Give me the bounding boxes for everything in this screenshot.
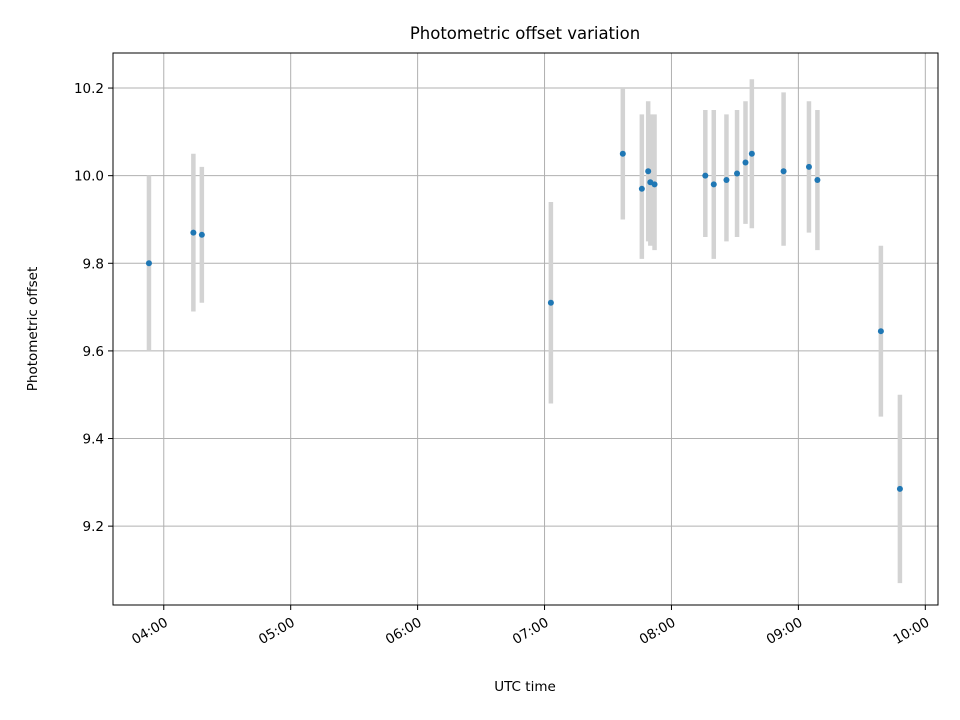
- data-point: [645, 168, 652, 175]
- y-tick-label: 10.0: [74, 169, 104, 185]
- data-point: [547, 299, 554, 306]
- data-point: [734, 170, 741, 177]
- data-point: [702, 172, 709, 179]
- data-point: [145, 260, 152, 267]
- data-point: [896, 485, 903, 492]
- grid: [113, 53, 938, 605]
- data-point: [877, 328, 884, 335]
- plot-frame: [112, 52, 939, 606]
- y-tick-label: 9.4: [83, 432, 104, 448]
- x-axis-label: UTC time: [494, 679, 556, 695]
- y-tick-label: 9.8: [83, 256, 104, 272]
- data-point: [814, 177, 821, 184]
- data-point: [742, 159, 749, 166]
- y-tick-label: 10.2: [74, 81, 104, 97]
- y-tick-label: 9.6: [83, 344, 104, 360]
- y-axis-label: Photometric offset: [25, 267, 41, 391]
- data-point: [710, 181, 717, 188]
- data-point: [619, 150, 626, 157]
- data-point: [748, 150, 755, 157]
- data-point: [723, 177, 730, 184]
- y-axis: 9.2 9.4 9.6 9.8 10.0 10.2: [74, 81, 113, 535]
- data-point: [780, 168, 787, 175]
- data-points: [145, 150, 903, 492]
- y-tick-label: 9.2: [83, 519, 104, 535]
- data-point: [805, 163, 812, 170]
- data-point: [198, 231, 205, 238]
- chart-title: Photometric offset variation: [410, 24, 640, 43]
- data-point: [638, 185, 645, 192]
- plot-area: [112, 52, 939, 606]
- data-point: [190, 229, 197, 236]
- data-point: [651, 181, 658, 188]
